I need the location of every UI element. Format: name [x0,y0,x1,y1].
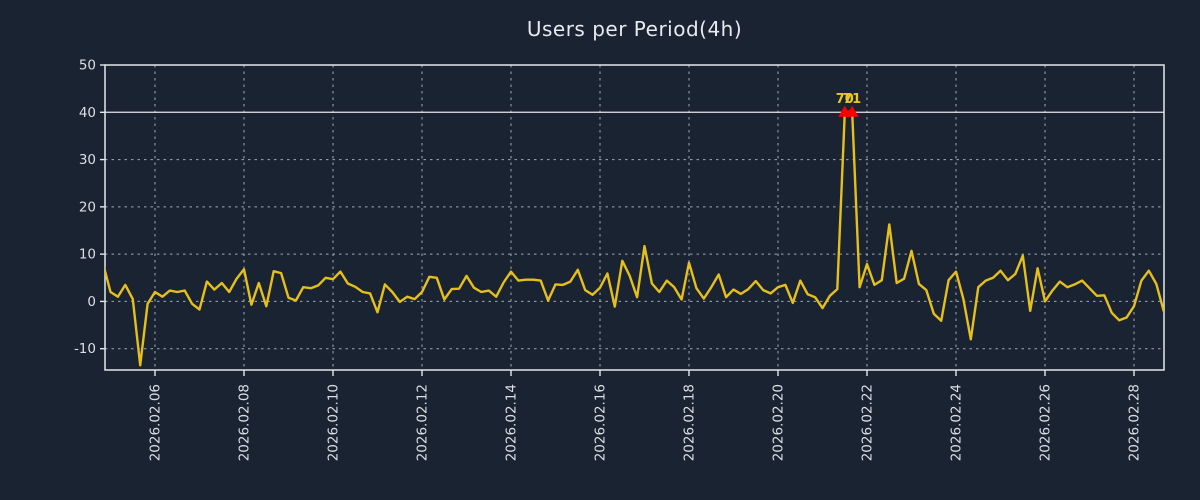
peak-value-label: 71 [843,92,861,107]
x-tick-label: 2026.02.22 [860,384,876,461]
users-series-line [105,111,1164,367]
x-tick-label: 2026.02.24 [949,384,965,461]
x-tick-label: 2026.02.18 [682,384,698,461]
y-tick-label: 50 [79,58,96,74]
clip-marker-triangle [845,105,859,117]
y-tick-label: 30 [79,152,96,168]
peak-value-label: 70 [836,92,854,107]
y-tick-label: -10 [74,341,96,357]
y-tick-label: 10 [79,247,96,263]
x-tick-label: 2026.02.12 [415,384,431,461]
y-tick-label: 20 [79,199,96,215]
x-tick-label: 2026.02.16 [593,384,609,461]
y-tick-label: 0 [87,294,96,310]
y-tick-label: 40 [79,105,96,121]
x-tick-label: 2026.02.06 [148,384,164,461]
x-tick-label: 2026.02.10 [326,384,342,461]
chart-title: Users per Period(4h) [526,17,743,41]
x-tick-label: 2026.02.08 [237,384,253,461]
x-tick-label: 2026.02.28 [1127,384,1143,461]
x-tick-label: 2026.02.14 [504,384,520,461]
x-tick-label: 2026.02.26 [1038,384,1054,461]
plot-border [104,64,1165,371]
x-tick-label: 2026.02.20 [771,384,787,461]
